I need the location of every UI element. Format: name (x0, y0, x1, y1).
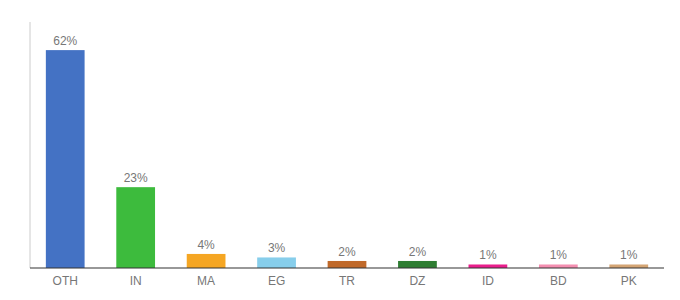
x-tick-label: TR (339, 274, 355, 288)
x-tick-label: MA (197, 274, 215, 288)
data-label: 2% (409, 245, 427, 259)
y-axis-line (30, 22, 31, 268)
data-label: 3% (268, 241, 286, 255)
x-tick-label: IN (130, 274, 142, 288)
x-tick-label: ID (482, 274, 494, 288)
x-tick-label: EG (268, 274, 285, 288)
data-label: 23% (124, 171, 148, 185)
data-label: 62% (53, 34, 77, 48)
x-tick-label: OTH (53, 274, 78, 288)
x-axis-line (30, 267, 664, 268)
data-label: 4% (197, 238, 215, 252)
bar (46, 50, 85, 268)
x-tick-label: DZ (409, 274, 425, 288)
x-tick-label: PK (621, 274, 637, 288)
x-tick-label: BD (550, 274, 567, 288)
data-label: 1% (620, 248, 638, 262)
bar (116, 187, 155, 268)
data-label: 1% (550, 248, 568, 262)
bar (328, 261, 367, 268)
data-label: 1% (479, 248, 497, 262)
bar (398, 261, 437, 268)
bars (46, 50, 648, 268)
data-label: 2% (338, 245, 356, 259)
bar (187, 254, 226, 268)
chart-container: OTH IN MA EG TR DZ ID BD PK 62% 23% 4% 3% 2% 2% 1% 1% 1% (0, 0, 680, 300)
chart: OTH IN MA EG TR DZ ID BD PK 62% 23% 4% 3% 2% 2% 1% 1% 1% (0, 0, 680, 300)
bar (257, 257, 296, 268)
